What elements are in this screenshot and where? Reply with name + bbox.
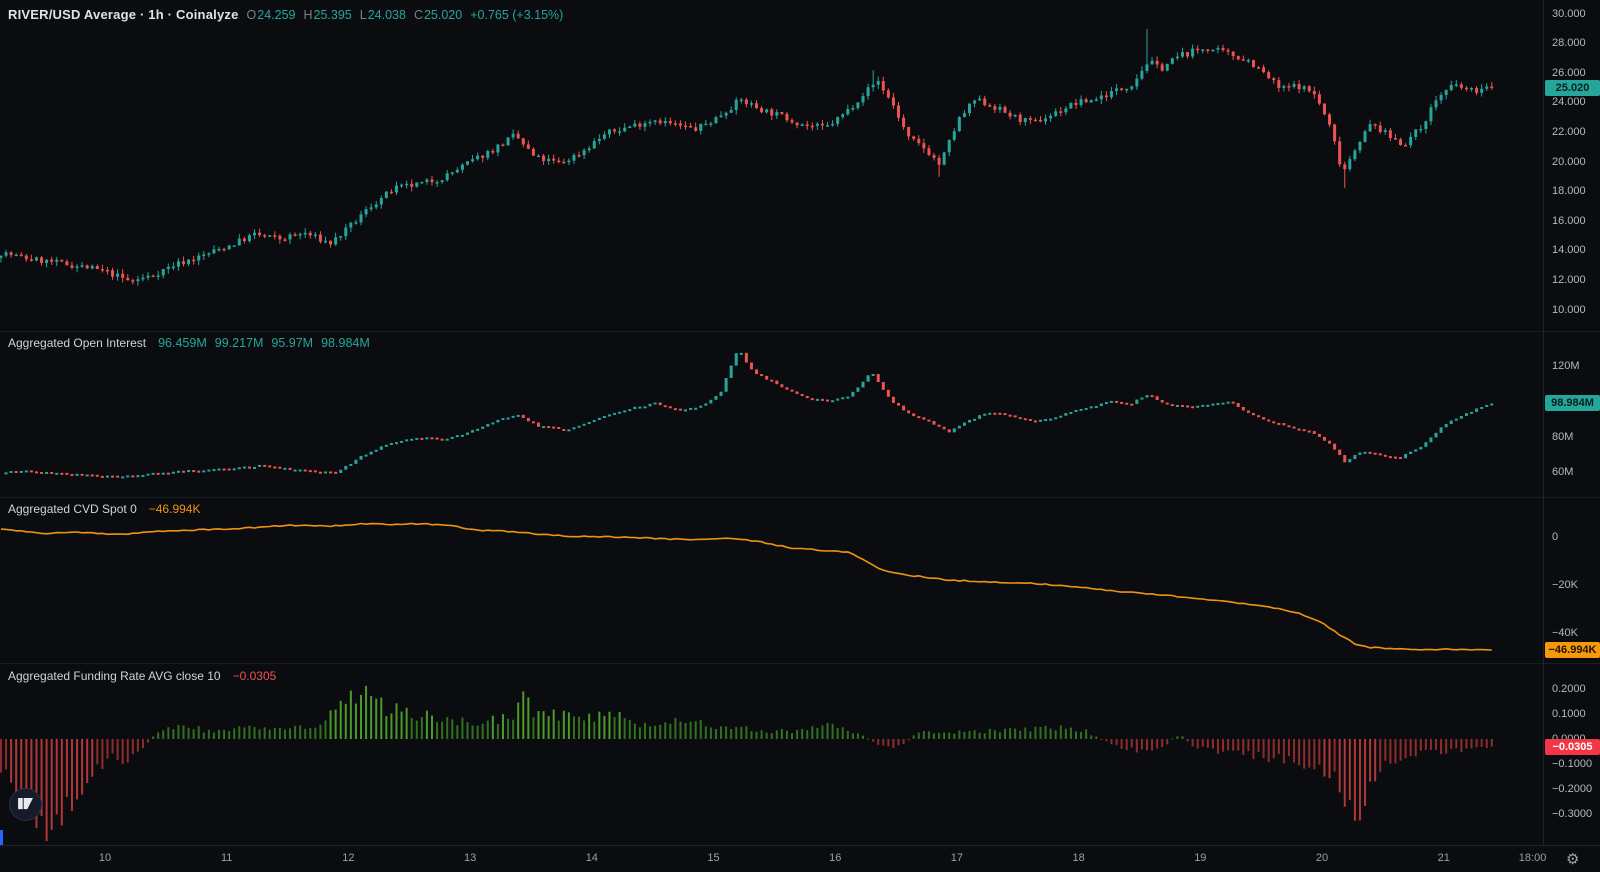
funding-axis-tick: 0.2000: [1552, 682, 1586, 695]
open-interest-legend: Aggregated Open Interest 96.459M 99.217M…: [8, 336, 370, 350]
time-axis-label: 12: [342, 852, 355, 864]
price-axis-tick: 26.000: [1552, 66, 1586, 79]
time-axis-label: 16: [829, 852, 842, 864]
time-scale[interactable]: ⚙ 10 11 12 13 14 15 16 17 18 19 20 21 18:00: [0, 845, 1600, 872]
oi-axis-tick: 60M: [1552, 466, 1574, 479]
tradingview-logo-icon: [18, 798, 33, 810]
price-axis-tick: 22.000: [1552, 125, 1586, 138]
toolbar-accent-stripe: [0, 830, 3, 845]
tradingview-logo[interactable]: [9, 788, 42, 821]
time-axis-label: 11: [221, 852, 233, 864]
cvd-axis-tick: −20K: [1552, 578, 1578, 591]
oi-close: 98.984M: [321, 336, 370, 350]
time-axis-label: 21: [1437, 852, 1450, 864]
oi-axis-tick: 120M: [1552, 359, 1580, 372]
ohlc-high: H25.395: [303, 8, 352, 22]
open-interest-badge: 98.984M: [1545, 395, 1600, 412]
ohlc-open: O24.259: [246, 8, 296, 22]
price-axis-tick: 24.000: [1552, 96, 1586, 109]
price-axis-tick: 10.000: [1552, 303, 1586, 316]
cvd-badge: −46.994K: [1545, 641, 1600, 658]
time-axis-label: 15: [707, 852, 720, 864]
time-axis-label: 19: [1194, 852, 1207, 864]
funding-legend: Aggregated Funding Rate AVG close 10 −0.…: [8, 669, 276, 683]
price-candles: [0, 28, 1494, 286]
ohlc-low: L24.038: [359, 8, 406, 22]
time-axis-label: 20: [1315, 852, 1329, 864]
price-axis-tick: 12.000: [1552, 273, 1586, 286]
price-axis-tick: 14.000: [1552, 244, 1586, 257]
cvd-legend: Aggregated CVD Spot 0 −46.994K: [8, 502, 200, 516]
gear-icon[interactable]: ⚙: [1566, 851, 1580, 868]
time-axis-label: 18:00: [1518, 852, 1547, 864]
oi-axis-tick: 80M: [1552, 430, 1574, 443]
funding-title: Aggregated Funding Rate AVG close 10: [8, 669, 221, 683]
pane-divider[interactable]: [0, 497, 1600, 498]
time-axis-label: 17: [950, 852, 964, 864]
cvd-axis-tick: −40K: [1552, 626, 1578, 639]
oi-low: 95.97M: [271, 336, 314, 350]
funding-badge: −0.0305: [1545, 738, 1600, 755]
price-axis-tick: 18.000: [1552, 185, 1586, 198]
funding-axis-tick: −0.1000: [1552, 757, 1593, 770]
time-axis-label: 18: [1072, 852, 1085, 864]
cvd-value: −46.994K: [148, 502, 201, 516]
price-axis-tick: 16.000: [1552, 214, 1586, 227]
oi-open: 96.459M: [158, 336, 207, 350]
price-axis-tick: 30.000: [1552, 7, 1586, 20]
cvd-line: [0, 522, 1492, 651]
symbol-legend: RIVER/USD Average · 1h · Coinalyze O24.2…: [8, 7, 563, 22]
open-interest-series: [4, 352, 1494, 479]
last-price-badge: 25.020: [1545, 79, 1600, 96]
funding-axis-tick: −0.3000: [1552, 807, 1593, 820]
ohlc-close: C25.020: [413, 8, 463, 22]
open-interest-title: Aggregated Open Interest: [8, 336, 147, 350]
funding-axis-tick: −0.2000: [1552, 782, 1593, 795]
price-axis-tick: 20.000: [1552, 155, 1586, 168]
oi-high: 99.217M: [214, 336, 264, 350]
symbol-title: RIVER/USD Average · 1h · Coinalyze: [8, 7, 239, 22]
price-axis-tick: 28.000: [1552, 37, 1586, 50]
price-change: +0.765 (+3.15%): [470, 8, 564, 22]
time-axis-label: 10: [98, 852, 112, 864]
cvd-title: Aggregated CVD Spot 0: [8, 502, 137, 516]
time-axis-label: 13: [464, 852, 477, 864]
cvd-axis-tick: 0: [1552, 530, 1559, 543]
pane-divider[interactable]: [0, 331, 1600, 332]
pane-divider[interactable]: [0, 663, 1600, 664]
funding-axis-tick: 0.1000: [1552, 707, 1586, 720]
price-scale[interactable]: 25.020 98.984M −46.994K −0.0305 30.000 28…: [1543, 0, 1600, 845]
time-axis-label: 14: [585, 852, 598, 864]
funding-value: −0.0305: [232, 669, 277, 683]
funding-histogram: [0, 685, 1493, 842]
